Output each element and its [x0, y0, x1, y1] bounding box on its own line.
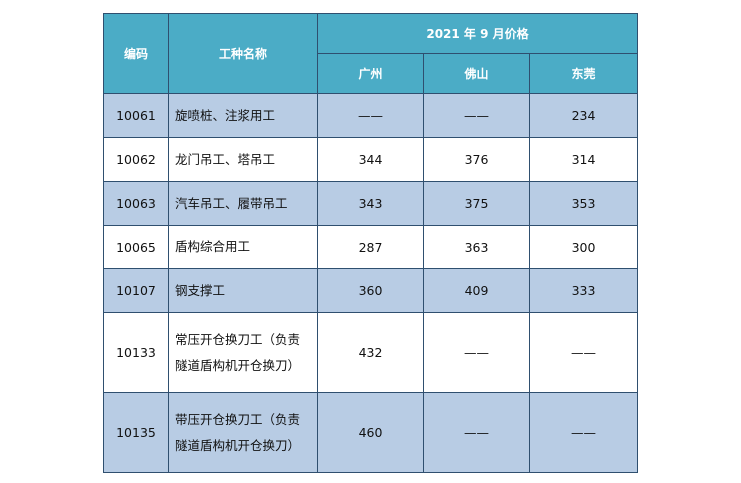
- price-cell: 300: [528, 225, 639, 269]
- name-line: 龙门吊工、塔吊工: [175, 151, 276, 167]
- name-cell: 带压开仓换刀工（负责 隧道盾构机开仓换刀）: [168, 392, 318, 473]
- header-price-group: 2021 年 9 月价格: [316, 13, 639, 54]
- table-row: 10065 盾构综合用工 287 363 300: [103, 225, 639, 269]
- code-cell: 10062: [103, 137, 169, 182]
- price-cell: 376: [423, 137, 530, 182]
- name-line: 常压开仓换刀工（负责: [175, 331, 301, 347]
- price-value: ——: [358, 108, 383, 123]
- header-city-dongguan: 东莞: [528, 53, 639, 94]
- price-cell: 409: [423, 268, 530, 313]
- code-cell: 10135: [103, 392, 169, 473]
- table-row: 10062 龙门吊工、塔吊工 344 376 314: [103, 137, 639, 182]
- price-cell: ——: [317, 93, 424, 138]
- table-row: 10107 钢支撑工 360 409 333: [103, 268, 639, 313]
- price-cell: ——: [528, 312, 639, 393]
- price-cell: 353: [528, 181, 639, 226]
- code-cell: 10065: [103, 225, 169, 269]
- name-line: 盾构综合用工: [175, 239, 251, 254]
- name-line: 旋喷桩、注浆用工: [175, 107, 276, 123]
- table-row: 10061 旋喷桩、注浆用工 —— —— 234: [103, 93, 639, 138]
- price-cell: 333: [528, 268, 639, 313]
- code-cell: 10063: [103, 181, 169, 226]
- price-cell: 234: [528, 93, 639, 138]
- price-cell: 287: [317, 225, 424, 269]
- table-row: 10133 常压开仓换刀工（负责 隧道盾构机开仓换刀） 432 —— ——: [103, 312, 639, 393]
- header-name: 工种名称: [168, 13, 318, 94]
- name-line: 隧道盾构机开仓换刀）: [175, 357, 301, 373]
- name-line: 汽车吊工、履带吊工: [175, 195, 288, 211]
- price-cell: 344: [317, 137, 424, 182]
- price-value: ——: [464, 108, 489, 123]
- price-cell: ——: [423, 312, 530, 393]
- name-line: 钢支撑工: [175, 282, 226, 298]
- name-cell: 汽车吊工、履带吊工: [168, 181, 318, 226]
- price-cell: 432: [317, 312, 424, 393]
- name-cell: 常压开仓换刀工（负责 隧道盾构机开仓换刀）: [168, 312, 318, 393]
- price-cell: ——: [423, 93, 530, 138]
- price-cell: 314: [528, 137, 639, 182]
- table-row: 10135 带压开仓换刀工（负责 隧道盾构机开仓换刀） 460 —— ——: [103, 392, 639, 473]
- price-cell: 460: [317, 392, 424, 473]
- price-cell: 360: [317, 268, 424, 313]
- header-code: 编码: [103, 13, 169, 94]
- price-cell: 375: [423, 181, 530, 226]
- price-cell: 363: [423, 225, 530, 269]
- price-table: 编码 工种名称 2021 年 9 月价格 广州 佛山 东莞 10061 旋喷桩、…: [103, 13, 639, 473]
- price-cell: 343: [317, 181, 424, 226]
- header-city-guangzhou: 广州: [317, 53, 424, 94]
- name-cell: 旋喷桩、注浆用工: [168, 93, 318, 138]
- price-cell: ——: [528, 392, 639, 473]
- code-cell: 10107: [103, 268, 169, 313]
- table-row: 10063 汽车吊工、履带吊工 343 375 353: [103, 181, 639, 226]
- name-cell: 盾构综合用工: [168, 225, 318, 269]
- header-city-foshan: 佛山: [423, 53, 530, 94]
- name-line: 带压开仓换刀工（负责: [175, 411, 301, 427]
- code-cell: 10061: [103, 93, 169, 138]
- price-cell: ——: [423, 392, 530, 473]
- code-cell: 10133: [103, 312, 169, 393]
- name-cell: 钢支撑工: [168, 268, 318, 313]
- name-cell: 龙门吊工、塔吊工: [168, 137, 318, 182]
- name-line: 隧道盾构机开仓换刀）: [175, 437, 301, 453]
